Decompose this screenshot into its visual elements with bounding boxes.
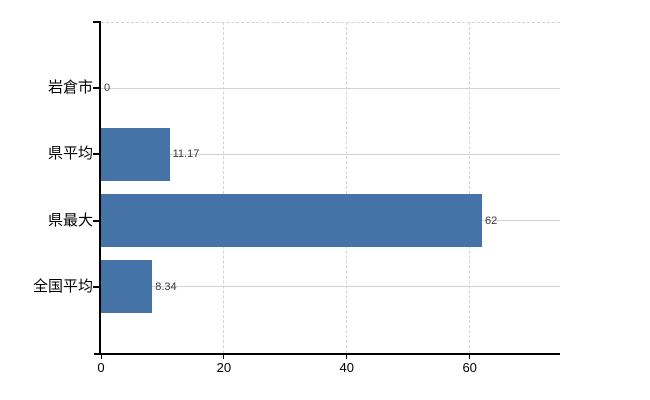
category-label: 岩倉市 <box>47 79 93 97</box>
y-axis-tick <box>93 219 101 222</box>
plot-area: 0 11.17 62 8.34 <box>101 22 560 353</box>
x-tick-label: 20 <box>216 360 232 375</box>
bar-value-label: 0 <box>104 82 111 95</box>
x-gridline <box>346 22 348 353</box>
x-gridline <box>469 22 471 353</box>
bar <box>101 260 153 314</box>
y-axis-tick <box>93 87 101 90</box>
x-axis-tick <box>100 355 102 359</box>
x-tick-label: 60 <box>462 360 477 375</box>
y-axis-line <box>99 22 101 353</box>
bar <box>101 194 482 248</box>
category-label: 県平均 <box>47 145 93 163</box>
x-tick-label: 0 <box>97 360 105 375</box>
x-axis-tick <box>346 355 348 359</box>
category-label: 県最大 <box>47 211 93 229</box>
y-axis-tick <box>93 285 101 288</box>
category-label: 全国平均 <box>32 277 93 295</box>
x-axis-tick <box>469 355 471 359</box>
bar <box>101 127 170 181</box>
bar-value-label: 11.17 <box>172 148 200 161</box>
category-gridline <box>101 286 560 288</box>
category-gridline <box>101 153 560 155</box>
category-gridline <box>101 87 560 89</box>
y-axis-tick <box>93 153 101 156</box>
bar-value-label: 62 <box>484 214 498 227</box>
bar-value-label: 8.34 <box>155 280 177 293</box>
plot-top-gridline <box>101 22 560 23</box>
x-tick-label: 40 <box>339 360 355 375</box>
x-axis-line <box>94 353 560 355</box>
y-axis-top-tick <box>93 21 101 23</box>
x-axis-tick <box>223 355 225 359</box>
x-gridline <box>223 22 225 353</box>
